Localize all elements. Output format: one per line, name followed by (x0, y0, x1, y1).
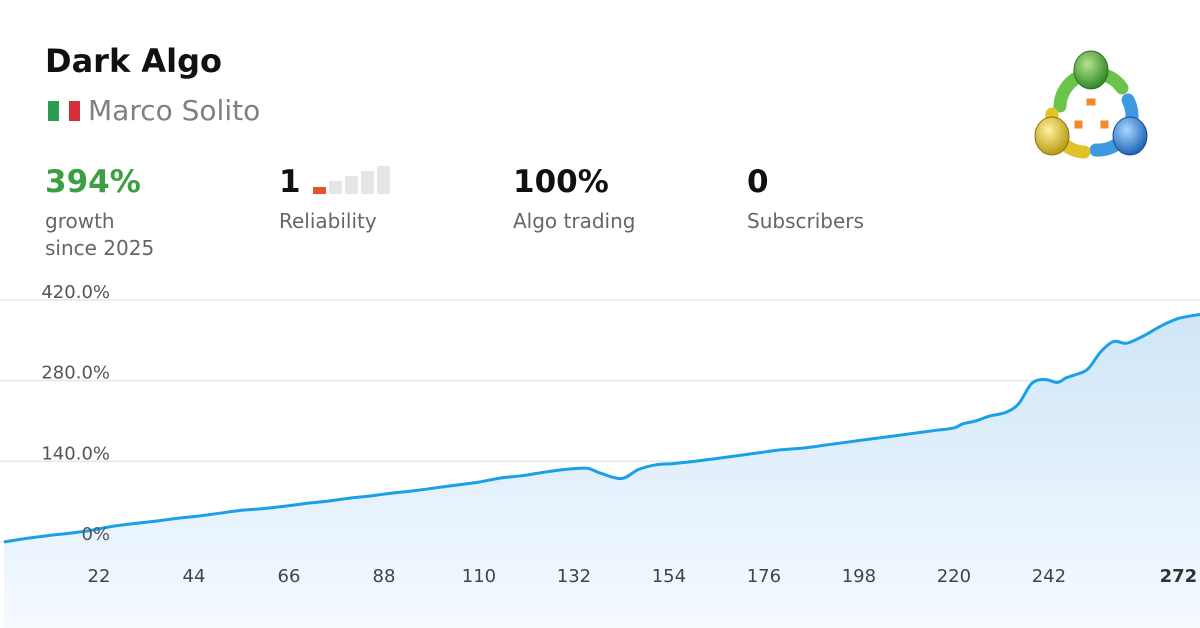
flag-stripe-green (48, 100, 59, 121)
growth-chart: 0% 140.0% 280.0% 420.0% 22 44 66 88 110 132 154 17… (0, 282, 1200, 628)
metatrader-logo-icon (1034, 50, 1148, 159)
x-tick-label: 88 (373, 566, 396, 587)
x-tick-label: 66 (278, 566, 301, 587)
reliability-bars (312, 166, 393, 194)
stat-algo-trading: 100% Algo trading (513, 162, 635, 235)
reliability-bar (360, 171, 374, 194)
y-tick-label: 140.0% (41, 443, 110, 464)
x-tick-label: 176 (747, 566, 781, 587)
subscribers-label: Subscribers (747, 209, 864, 233)
x-tick-label: 44 (183, 566, 206, 587)
reliability-bar (312, 187, 326, 194)
growth-label-line1: growth (45, 209, 115, 233)
flag-stripe-white (58, 100, 70, 121)
x-tick-label: 198 (842, 566, 876, 587)
x-tick-label: 272 (1160, 566, 1198, 587)
reliability-bar (376, 166, 390, 194)
y-tick-label: 420.0% (41, 282, 110, 303)
growth-label-line2: since 2025 (45, 236, 155, 260)
x-tick-label: 22 (88, 566, 111, 587)
flag-stripe-red (69, 100, 81, 121)
author-row: Marco Solito (48, 94, 260, 127)
reliability-value: 1 (279, 164, 301, 200)
growth-area (4, 314, 1200, 628)
author-name[interactable]: Marco Solito (88, 94, 261, 127)
y-tick-label: 280.0% (41, 363, 110, 384)
x-tick-label: 242 (1032, 566, 1066, 587)
x-tick-label: 110 (462, 566, 496, 587)
algo-trading-label: Algo trading (513, 209, 636, 233)
growth-label: growth since 2025 (45, 208, 154, 262)
page-title: Dark Algo (45, 42, 222, 80)
growth-line (3, 312, 1200, 544)
stat-reliability: 1 Reliability (279, 162, 393, 235)
growth-value: 394% (45, 164, 141, 200)
x-tick-label: 132 (557, 566, 591, 587)
y-tick-label: 0% (81, 524, 110, 545)
stat-growth: 394% growth since 2025 (45, 162, 154, 262)
reliability-bar (344, 176, 358, 194)
reliability-label: Reliability (279, 209, 377, 233)
x-tick-label: 154 (652, 566, 686, 587)
subscribers-value: 0 (747, 164, 769, 200)
stat-subscribers: 0 Subscribers (747, 162, 864, 235)
x-tick-label: 220 (937, 566, 971, 587)
algo-trading-value: 100% (513, 164, 609, 200)
reliability-bar (328, 181, 342, 194)
italy-flag-icon (48, 100, 81, 121)
